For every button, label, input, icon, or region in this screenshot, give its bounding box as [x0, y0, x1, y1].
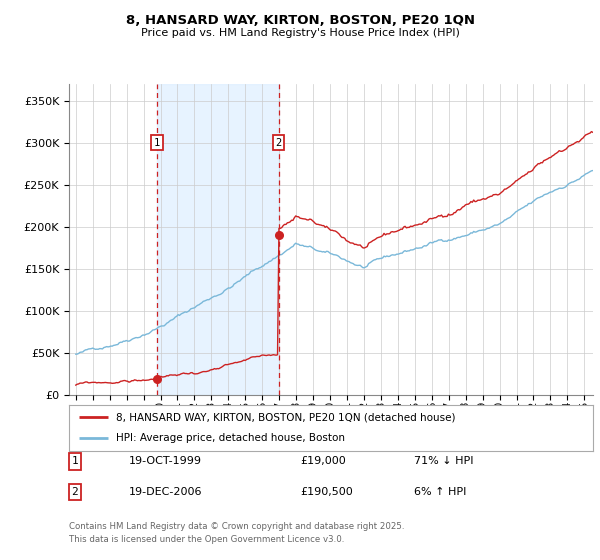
Text: £190,500: £190,500 — [300, 487, 353, 497]
Text: 1: 1 — [154, 138, 160, 148]
Bar — [157, 84, 278, 395]
Text: 2: 2 — [71, 487, 79, 497]
Text: 2: 2 — [275, 138, 281, 148]
Text: 1: 1 — [71, 456, 79, 466]
Text: Contains HM Land Registry data © Crown copyright and database right 2025.: Contains HM Land Registry data © Crown c… — [69, 522, 404, 531]
Text: 71% ↓ HPI: 71% ↓ HPI — [414, 456, 473, 466]
Text: 8, HANSARD WAY, KIRTON, BOSTON, PE20 1QN: 8, HANSARD WAY, KIRTON, BOSTON, PE20 1QN — [125, 14, 475, 27]
Text: 8, HANSARD WAY, KIRTON, BOSTON, PE20 1QN (detached house): 8, HANSARD WAY, KIRTON, BOSTON, PE20 1QN… — [116, 412, 455, 422]
Text: HPI: Average price, detached house, Boston: HPI: Average price, detached house, Bost… — [116, 433, 345, 444]
Text: 19-OCT-1999: 19-OCT-1999 — [129, 456, 202, 466]
Text: £19,000: £19,000 — [300, 456, 346, 466]
Text: This data is licensed under the Open Government Licence v3.0.: This data is licensed under the Open Gov… — [69, 535, 344, 544]
Text: Price paid vs. HM Land Registry's House Price Index (HPI): Price paid vs. HM Land Registry's House … — [140, 28, 460, 38]
Text: 6% ↑ HPI: 6% ↑ HPI — [414, 487, 466, 497]
Text: 19-DEC-2006: 19-DEC-2006 — [129, 487, 203, 497]
